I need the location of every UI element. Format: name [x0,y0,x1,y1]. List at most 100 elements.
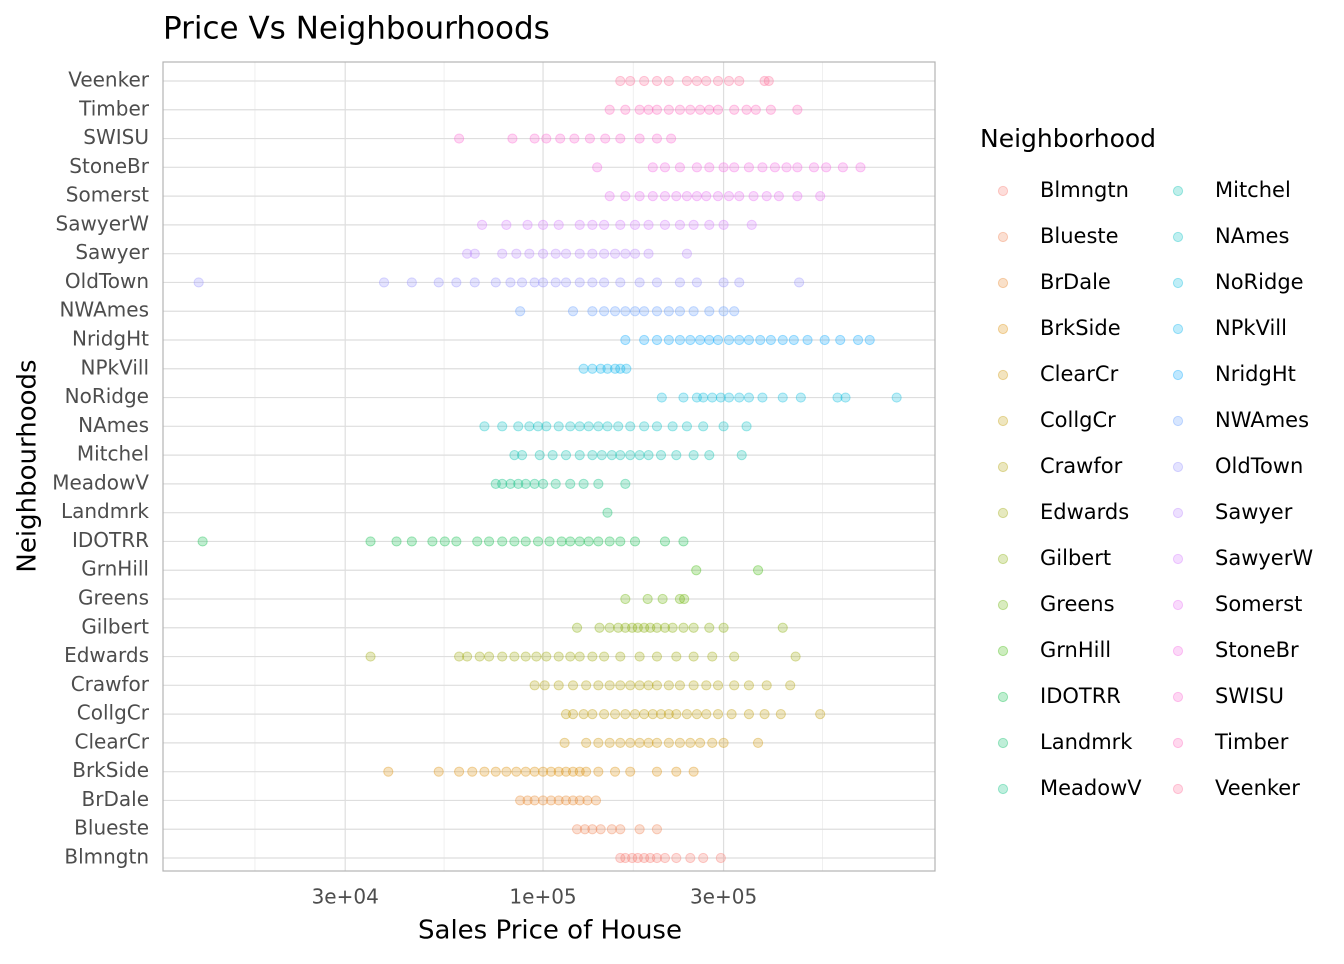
point [769,162,781,173]
point [516,450,528,461]
point [615,75,626,87]
legend-label: SWISU [1215,684,1284,708]
point [565,536,576,547]
legend-label: NPkVill [1215,316,1287,340]
point [634,277,645,288]
y-tick-label: Mitchel [77,442,149,466]
point [655,450,667,461]
point [659,219,671,230]
point [406,536,417,547]
point [593,536,604,547]
point [197,536,208,547]
point [781,162,792,173]
point [712,709,724,720]
point [606,824,617,835]
point [497,651,508,662]
point [681,75,693,87]
legend-label: Crawfor [1040,454,1123,478]
point [819,334,830,346]
legend-key [997,599,1009,611]
point [592,162,603,173]
point [643,219,654,230]
point [718,622,729,633]
chart-title: Price Vs Neighbourhoods [163,11,550,47]
y-tick-label: NWAmes [59,298,149,322]
point [639,421,650,432]
point [537,219,549,230]
point [539,680,550,691]
y-tick-label: Gilbert [81,614,149,638]
y-tick-label: BrkSide [72,758,149,782]
point [602,507,613,518]
point [593,680,604,691]
point [674,334,686,346]
point [574,766,585,777]
point [645,622,656,633]
point [469,248,480,259]
point [590,795,602,806]
legend-label: Timber [1214,730,1289,754]
point [587,709,598,720]
point [497,478,508,489]
legend-key [997,277,1009,289]
point [532,421,544,432]
point [529,680,540,691]
point [529,478,540,489]
point [615,852,626,864]
legend-key [997,691,1009,703]
y-tick-label: BrDale [82,787,149,811]
point [694,334,706,346]
point [537,478,549,489]
point [454,766,465,777]
point [651,737,663,748]
y-tick-label: SWISU [83,125,149,149]
point [606,450,617,461]
point [704,306,715,317]
point [505,478,516,489]
point [593,421,604,432]
point [365,651,376,662]
point [741,421,752,432]
point [522,219,533,230]
point [501,219,512,230]
point [483,536,495,547]
point [529,766,540,777]
point [454,651,465,662]
point [524,248,535,259]
panel-border [162,61,936,872]
legend-key [1172,507,1184,519]
point [750,104,761,115]
point [671,191,682,202]
point [634,651,645,662]
point [532,536,544,547]
point [681,421,693,432]
point [678,536,689,547]
point [712,104,724,115]
point [666,133,677,144]
point [777,392,788,403]
point [815,191,826,202]
point [815,709,826,720]
point [671,651,682,662]
point [515,306,526,317]
point [712,680,724,691]
point [651,334,663,346]
legend-label: BrkSide [1040,316,1121,340]
point [678,392,689,403]
legend-key [1172,599,1184,611]
point [587,363,598,374]
point [582,795,593,806]
y-tick-label: Landmrk [61,499,149,523]
point [792,191,803,202]
point [835,334,846,346]
point [556,536,567,547]
point [715,392,726,403]
point [541,421,552,432]
point [483,651,495,662]
legend-label: Landmrk [1040,730,1133,754]
legend-label: Mitchel [1215,178,1291,202]
legend-key [1172,277,1184,289]
point [574,421,585,432]
point [840,392,851,403]
point [609,766,621,777]
